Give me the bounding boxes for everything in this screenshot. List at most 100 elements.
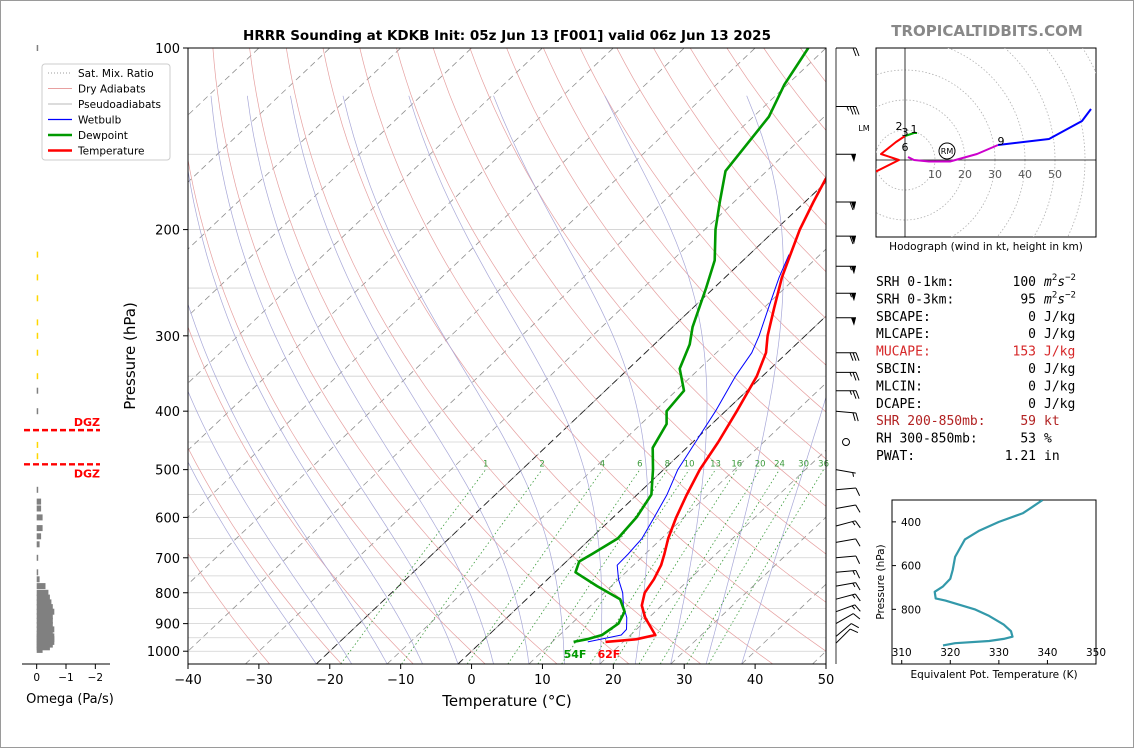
omega-bar	[36, 251, 39, 258]
index-unit: %	[1044, 432, 1052, 447]
moist-adiabat	[188, 461, 317, 664]
theta-x-tick-label: 310	[892, 647, 912, 659]
x-tick-label: 40	[747, 673, 764, 688]
omega-bar	[36, 569, 39, 576]
theta-y-tick-label: 400	[901, 517, 921, 529]
hodograph-trace	[904, 132, 917, 137]
wind-barb-flag	[852, 412, 856, 422]
wind-barb	[835, 623, 860, 637]
wind-barb-staff	[835, 593, 856, 600]
hodograph-trace	[907, 144, 999, 163]
omega-bar	[36, 630, 53, 637]
x-tick-label: 0	[467, 673, 475, 688]
wind-barb	[836, 371, 860, 381]
omega-bar	[36, 486, 39, 493]
wind-barb	[835, 410, 859, 422]
index-label: SRH 0-1km:	[876, 275, 954, 290]
wind-barb-flag	[849, 106, 854, 115]
dry-adiabat	[188, 157, 486, 664]
mixing-ratio-line	[659, 469, 780, 664]
wind-barb	[836, 390, 860, 399]
index-label: DCAPE:	[876, 397, 923, 412]
wind-barb-staff	[835, 628, 851, 644]
dry-adiabat	[396, 48, 826, 603]
hodograph-trace	[997, 108, 1092, 146]
skewt-profiles	[573, 48, 826, 644]
index-value: 0	[1028, 362, 1036, 377]
isotherm-highlight	[457, 315, 826, 664]
unit-part: −2	[1065, 290, 1076, 300]
wind-barb-flag	[855, 582, 861, 591]
dry-adiabat	[188, 326, 414, 664]
wind-barb	[835, 538, 861, 547]
wind-barb-flag	[855, 106, 860, 115]
index-value: 100	[1013, 275, 1036, 290]
mixing-ratio-line	[537, 469, 668, 664]
isotherm	[0, 48, 46, 664]
wind-barb-flag	[855, 487, 861, 496]
dry-adiabat	[579, 48, 826, 366]
wind-barb-flag	[851, 623, 860, 629]
legend-label: Sat. Mix. Ratio	[78, 68, 154, 80]
index-label: SBCIN:	[876, 362, 923, 377]
wind-barb-flag	[855, 372, 860, 381]
y-tick-label: 800	[155, 587, 180, 602]
wind-barb	[835, 555, 861, 564]
wind-barb	[836, 265, 856, 275]
dgz-label: DGZ	[74, 416, 100, 429]
y-tick-label: 1000	[147, 645, 180, 660]
theta-x-tick-label: 340	[1037, 647, 1057, 659]
hodograph-caption: Hodograph (wind in kt, height in km)	[889, 241, 1083, 253]
isotherm	[245, 114, 826, 664]
omega-bar	[36, 332, 39, 339]
wind-barb	[835, 593, 861, 602]
dry-adiabat	[653, 48, 826, 273]
mixing-ratio-label: 4	[600, 460, 605, 470]
skewt-axes-frame	[187, 47, 827, 665]
wind-barb-pennant	[851, 154, 856, 163]
isotherm-highlight	[315, 181, 826, 664]
theta-y-tick-label: 800	[901, 604, 921, 616]
omega-bar	[36, 514, 43, 521]
wind-barb	[835, 613, 861, 625]
dry-adiabat	[322, 48, 774, 664]
omega-bar	[36, 373, 39, 380]
wind-barb	[835, 628, 859, 644]
mixing-ratio-line	[589, 469, 716, 664]
mixing-ratio-label: 10	[684, 460, 695, 470]
index-label: MLCAPE:	[876, 327, 931, 342]
y-tick-label: 200	[155, 224, 180, 239]
wind-barb-pennant	[851, 317, 856, 326]
index-unit: m2s−2	[1043, 290, 1076, 307]
dry-adiabat	[616, 48, 826, 319]
index-label: MUCAPE:	[876, 345, 931, 360]
wind-barb-half	[849, 293, 852, 298]
moist-adiabat	[290, 95, 530, 664]
x-tick-label: 50	[818, 673, 835, 688]
hodograph-height-label: 6	[902, 141, 909, 154]
theta-x-tick-label: 320	[940, 647, 960, 659]
moist-adiabat	[741, 395, 826, 664]
wind-barb-half	[852, 594, 856, 599]
wind-barb	[836, 235, 856, 245]
dry-adiabat	[469, 48, 826, 507]
chart-title: HRRR Sounding at KDKB Init: 05z Jun 13 […	[243, 28, 771, 44]
omega-bar	[36, 441, 39, 448]
mixing-ratio-line	[561, 469, 690, 664]
omega-bar	[36, 583, 46, 590]
y-tick-label: 600	[155, 511, 180, 526]
moist-adiabat	[493, 95, 649, 664]
x-tick-label: −40	[174, 673, 201, 688]
wind-barb-staff	[835, 487, 856, 491]
dgz-label: DGZ	[74, 467, 100, 480]
isotherm	[188, 48, 826, 652]
wind-barb-staff	[835, 555, 856, 559]
index-value: 0	[1028, 327, 1036, 342]
index-unit: m2s−2	[1043, 273, 1076, 290]
wind-barb-half	[849, 390, 852, 395]
hodograph-ring-label: 10	[928, 168, 942, 181]
y-tick-label: 700	[155, 552, 180, 567]
omega-bar	[36, 295, 39, 302]
omega-bar	[36, 589, 49, 596]
omega-x-tick-label: −2	[88, 672, 103, 684]
